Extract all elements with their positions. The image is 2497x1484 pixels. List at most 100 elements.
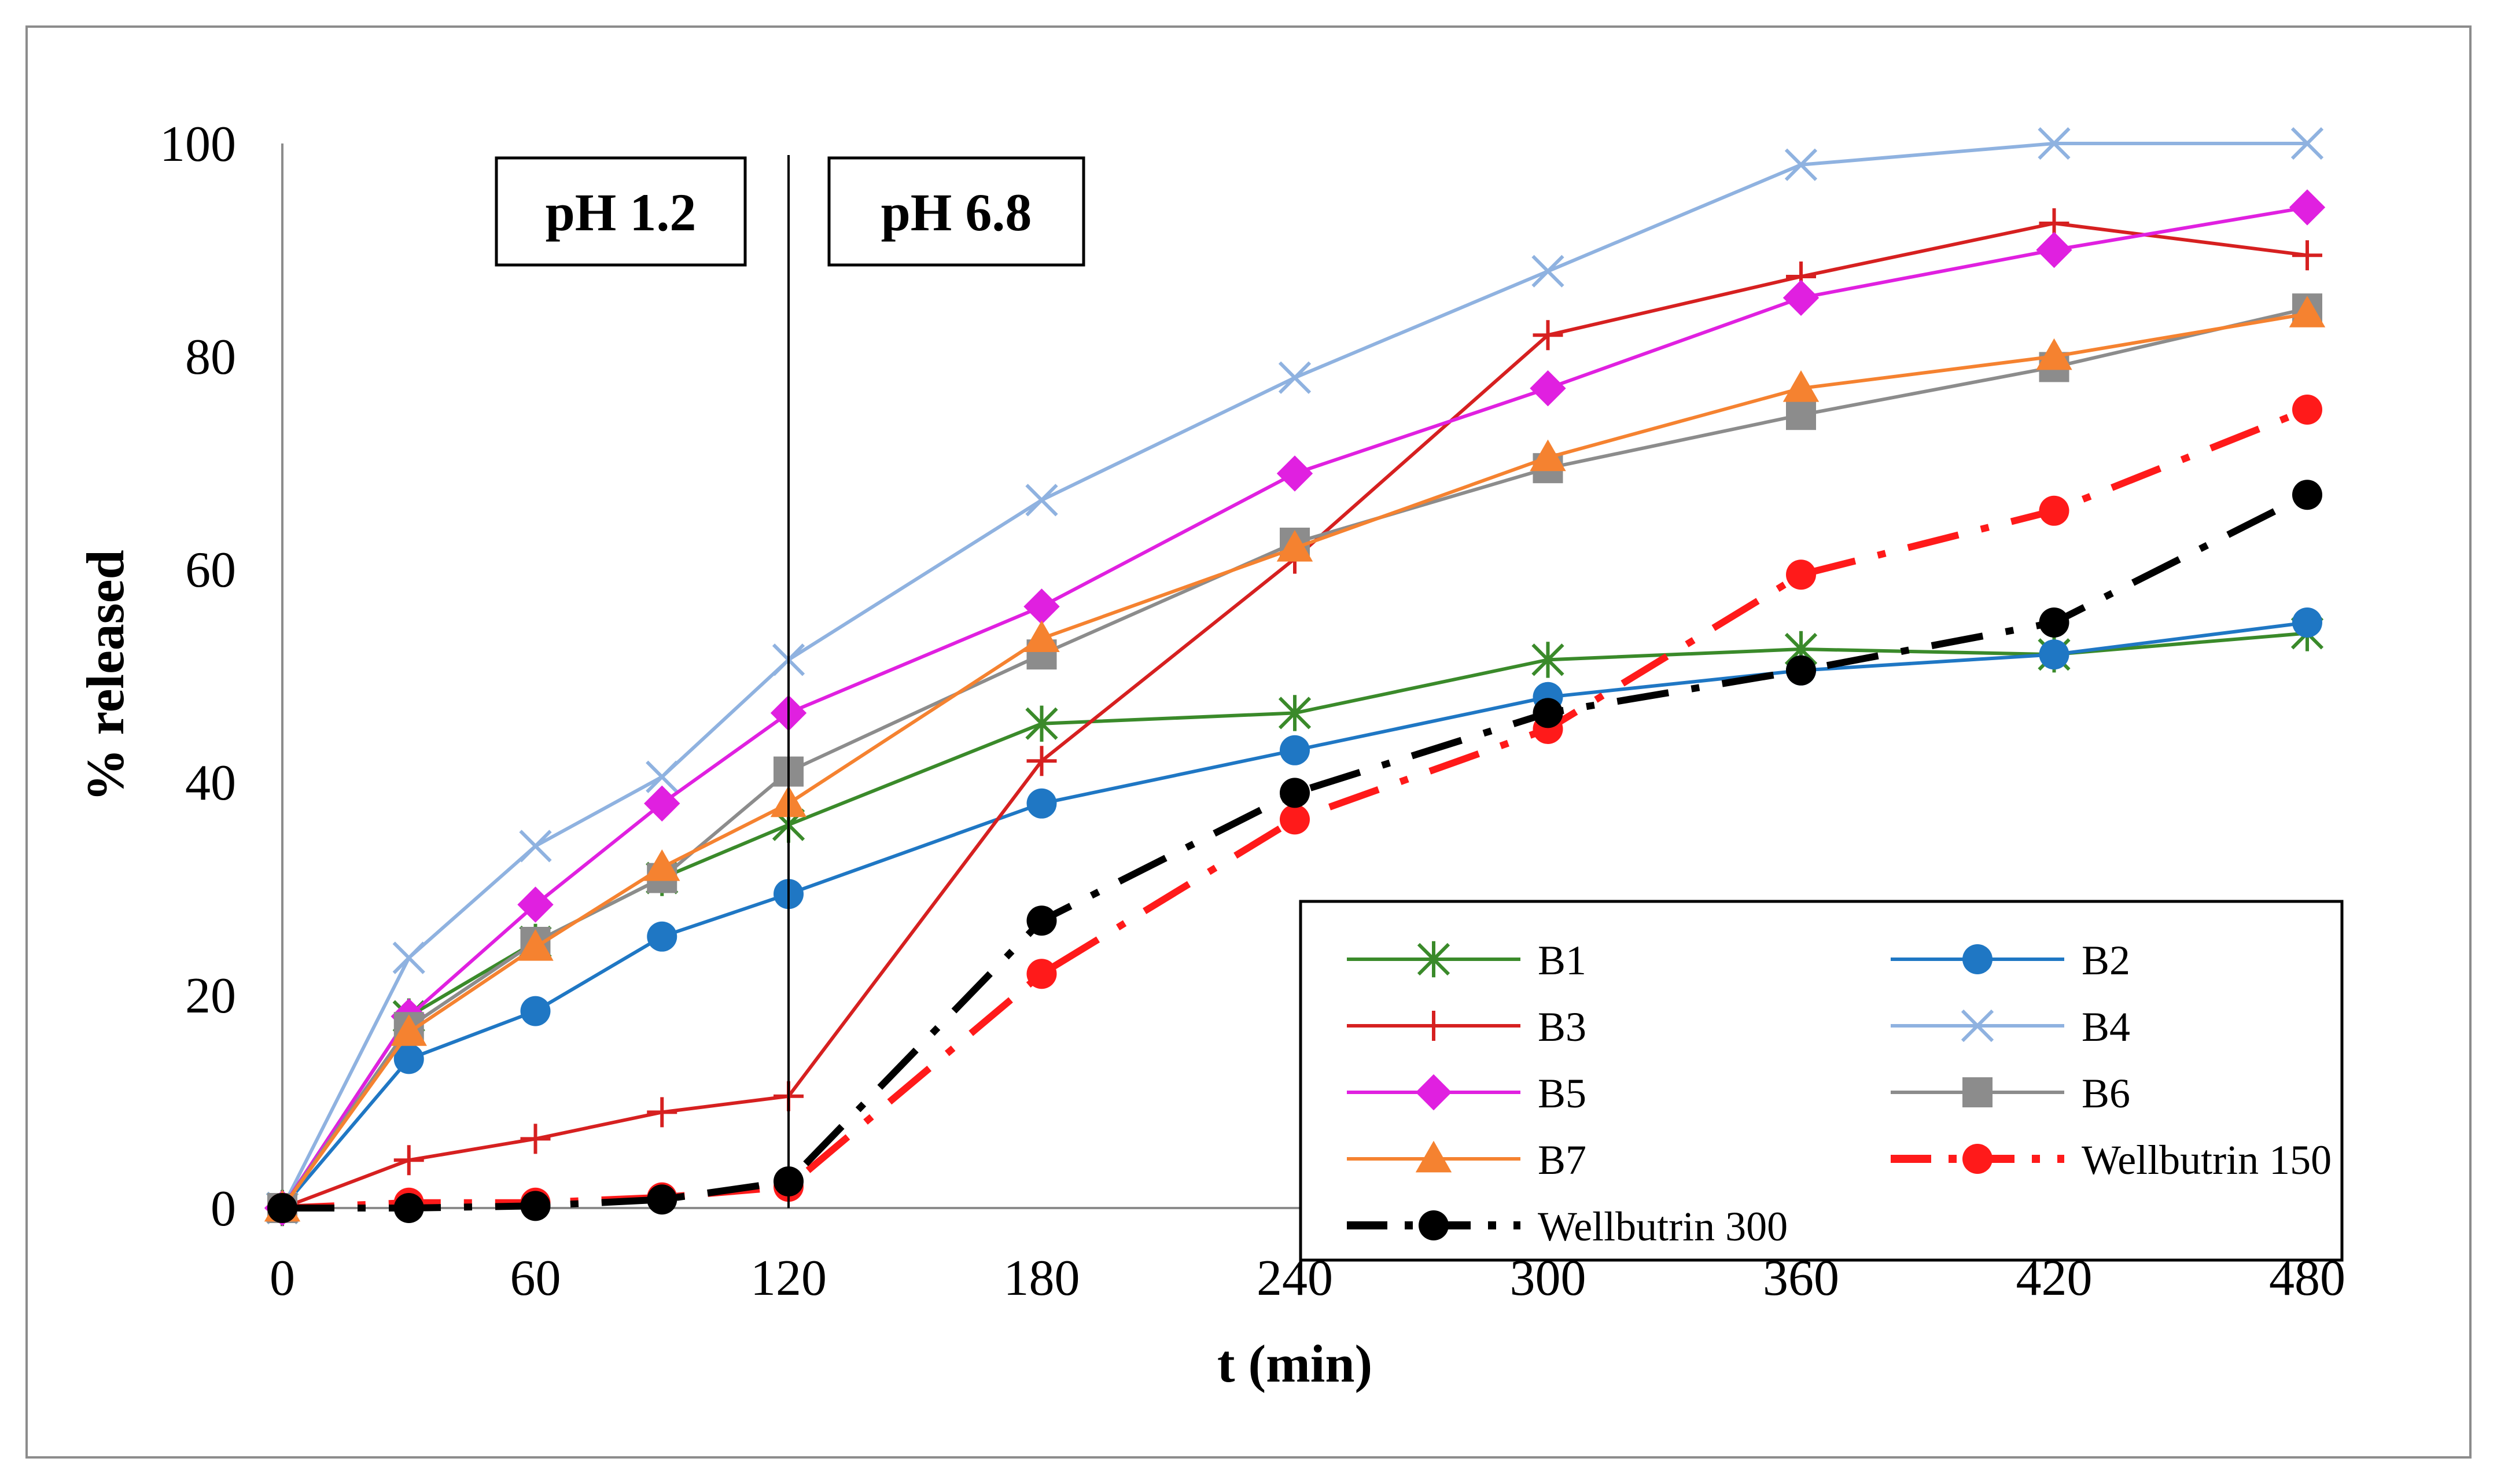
data-point-b4-240 (1278, 361, 1312, 394)
legend-label-wellbutrin-150: Wellbutrin 150 (2082, 1137, 2332, 1183)
data-point-wellbutrin-300-0 (267, 1193, 297, 1223)
data-point-b7-60 (517, 929, 554, 961)
data-point-b7-480 (2289, 296, 2326, 327)
legend-label-b5: B5 (1538, 1070, 1586, 1117)
data-point-b1-240 (1278, 695, 1312, 731)
ph-6-8-box (827, 156, 1085, 267)
legend-label-b1: B1 (1538, 937, 1586, 984)
data-point-wellbutrin-300-360 (1786, 655, 1816, 686)
data-point-wellbutrin-300-480 (2292, 480, 2322, 510)
ph-1-2-box (495, 156, 747, 267)
legend-label-b6: B6 (2082, 1070, 2130, 1117)
data-point-b7-300 (1530, 439, 1566, 472)
data-point-b4-420 (2038, 127, 2071, 160)
x-tick-label: 0 (270, 1250, 295, 1306)
data-point-b2-480 (2292, 607, 2322, 638)
data-point-b2-30 (393, 1044, 424, 1074)
data-point-b3-60 (520, 1124, 551, 1154)
legend-marker-b4 (1961, 1009, 1994, 1043)
data-point-b1-300 (1531, 642, 1564, 678)
data-point-b6-360 (1786, 400, 1816, 430)
data-point-b2-420 (2039, 639, 2069, 670)
y-tick-label: 40 (185, 755, 236, 811)
legend-box (1299, 900, 2344, 1262)
legend-label-b2: B2 (2082, 937, 2130, 984)
data-point-b5-180 (1023, 588, 1060, 625)
annotation-layer: pH 1.2 pH 6.8 (495, 155, 1085, 1208)
y-tick-label: 100 (160, 116, 236, 172)
legend-marker-b1 (1417, 941, 1450, 978)
series-layer (264, 127, 2326, 1227)
legend-marker-b7 (1415, 1140, 1452, 1173)
legend-marker-wellbutrin-150 (1962, 1144, 1993, 1174)
data-point-wellbutrin-300-30 (393, 1193, 424, 1223)
legend-marker-b6 (1962, 1077, 1993, 1107)
y-tick-label: 20 (185, 968, 236, 1024)
data-point-wellbutrin-300-300 (1533, 698, 1563, 728)
data-point-b4-90 (646, 760, 679, 793)
data-point-b5-300 (1530, 370, 1566, 407)
legend-marker-b3 (1419, 1011, 1449, 1041)
legend-marker-wellbutrin-300 (1419, 1210, 1449, 1240)
legend-marker-b5 (1415, 1074, 1452, 1111)
data-point-b4-180 (1025, 484, 1058, 517)
data-point-wellbutrin-300-90 (647, 1184, 677, 1215)
x-tick-label: 180 (1004, 1250, 1080, 1306)
data-point-b2-60 (520, 996, 551, 1026)
legend-label-b4: B4 (2082, 1004, 2130, 1050)
data-point-b1-180 (1025, 705, 1058, 742)
data-point-b5-60 (517, 886, 554, 923)
data-point-b3-180 (1026, 746, 1057, 776)
data-point-b4-300 (1531, 255, 1564, 288)
data-point-b2-240 (1280, 735, 1310, 765)
data-point-b3-480 (2292, 240, 2322, 271)
data-point-b7-90 (644, 849, 680, 881)
ph-6-8-label: pH 6.8 (881, 183, 1032, 242)
y-tick-label: 80 (185, 329, 236, 385)
y-tick-label: 60 (185, 542, 236, 598)
legend-marker-b2 (1962, 944, 1993, 974)
y-tick-label: 0 (211, 1181, 236, 1237)
data-point-b5-90 (644, 785, 680, 822)
data-point-b7-180 (1023, 620, 1060, 652)
data-point-b7-30 (391, 1014, 427, 1046)
data-point-wellbutrin-300-60 (520, 1191, 551, 1221)
data-point-b4-480 (2290, 127, 2324, 160)
data-point-wellbutrin-150-360 (1786, 559, 1816, 590)
data-point-b4-360 (1784, 148, 1818, 181)
data-point-b3-300 (1533, 320, 1563, 351)
legend-label-b3: B3 (1538, 1004, 1586, 1050)
data-point-wellbutrin-150-240 (1280, 804, 1310, 835)
ph-1-2-label: pH 1.2 (546, 183, 697, 242)
series-line-wellbutrin-150 (282, 406, 2309, 1211)
data-point-b2-180 (1026, 788, 1057, 819)
x-tick-label: 120 (750, 1250, 827, 1306)
data-point-wellbutrin-150-420 (2039, 495, 2069, 526)
data-point-b5-360 (1782, 279, 1820, 316)
data-point-wellbutrin-150-180 (1026, 959, 1057, 989)
data-point-b7-420 (2036, 338, 2072, 370)
x-axis-title: t (min) (1217, 1334, 1372, 1393)
data-point-b3-90 (647, 1097, 677, 1128)
data-point-b7-360 (1782, 370, 1820, 402)
data-point-b5-420 (2036, 231, 2072, 268)
y-axis-title: % released (76, 550, 135, 801)
data-point-b5-240 (1276, 455, 1313, 492)
data-point-b3-30 (393, 1145, 424, 1176)
data-point-wellbutrin-150-480 (2292, 395, 2322, 425)
legend-label-b7: B7 (1538, 1137, 1586, 1183)
data-point-b5-480 (2289, 189, 2326, 226)
data-point-wellbutrin-300-240 (1280, 778, 1310, 808)
data-point-b7-240 (1276, 530, 1313, 562)
chart-frame: 0 20 40 60 80 100 0 60 120 180 240 300 360 420 480 t (m… (25, 25, 2472, 1459)
data-point-wellbutrin-300-420 (2039, 607, 2069, 638)
legend-label-wellbutrin-300: Wellbutrin 300 (1538, 1203, 1788, 1250)
x-tick-label: 60 (510, 1250, 561, 1306)
data-point-b2-90 (647, 921, 677, 952)
legend: B1 B2 B3 B4 B5 B6 B7 Wellbutrin 150 Wellbutrin 3… (1299, 900, 2344, 1262)
data-point-b4-30 (392, 941, 425, 974)
data-point-wellbutrin-300-180 (1026, 905, 1057, 936)
data-point-b4-60 (519, 830, 552, 863)
